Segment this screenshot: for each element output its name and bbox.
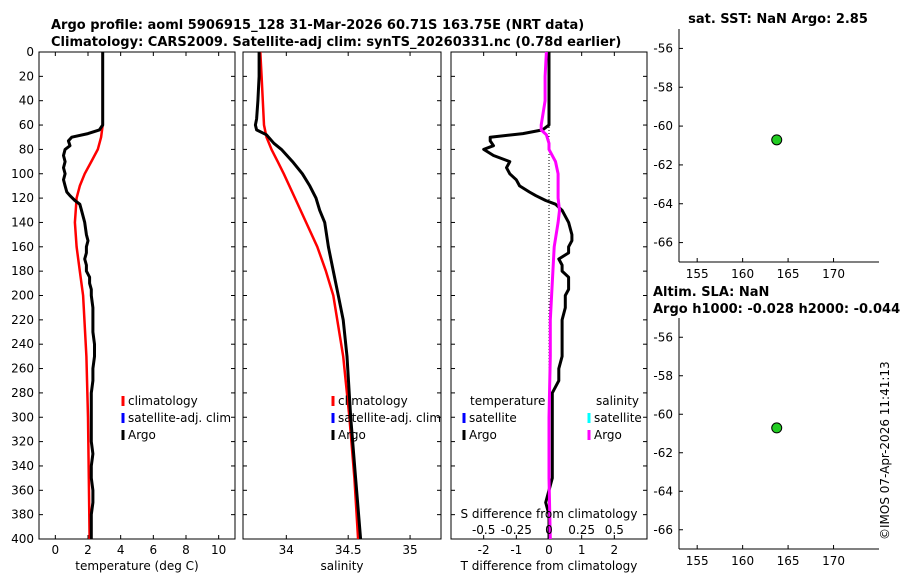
p-temp-ytick-label: 80 — [19, 142, 34, 156]
figure-title-line1: Argo profile: aoml 5906915_128 31-Mar-20… — [51, 18, 584, 33]
salinity-difference-tick-label: 0.5 — [605, 523, 624, 537]
p-sla-ytick-label: -66 — [653, 523, 673, 537]
difference-legend-temperature-heading: temperature — [470, 394, 545, 408]
p-diff-xtick-label: 2 — [611, 543, 619, 557]
temperature-legend-1-label: satellite-adj. clim — [128, 411, 231, 425]
salinity-difference-tick-label: 0.25 — [568, 523, 595, 537]
temperature-climatology-line — [73, 52, 104, 540]
difference-legend-temperature-satellite-label: satellite — [469, 411, 517, 425]
p-sla-xtick-label: 170 — [822, 554, 845, 568]
temperature-legend-0-label: climatology — [128, 394, 198, 408]
p-sal-xtick-label: 34.5 — [335, 543, 362, 557]
p-sst-ytick-label: -66 — [653, 236, 673, 250]
difference-legend-salinity-argo-label: Argo — [594, 428, 622, 442]
p-sla-ytick-label: -62 — [653, 446, 673, 460]
p-temp-ytick-label: 0 — [26, 45, 34, 59]
p-sla-ytick-label: -60 — [653, 407, 673, 421]
sla-map-title: Altim. SLA: NaN — [653, 285, 769, 300]
difference-top-xlabel: S difference from climatology — [461, 507, 638, 521]
p-temp-ytick-label: 360 — [11, 483, 34, 497]
salinity-legend-0-label: climatology — [338, 394, 408, 408]
p-temp-ytick-label: 280 — [11, 386, 34, 400]
p-temp-ytick-label: 20 — [19, 69, 34, 83]
sla-map-subtitle: Argo h1000: -0.028 h2000: -0.044 — [653, 302, 900, 317]
p-temp-ytick-label: 180 — [11, 264, 34, 278]
p-temp-xtick-label: 8 — [182, 543, 190, 557]
p-sal-xlabel: salinity — [320, 559, 363, 573]
salinity-panel: 34 34.5 35 salinity climatology satellite-adj… — [242, 51, 442, 573]
p-sla-xtick-label: 155 — [686, 554, 709, 568]
temperature-legend-2-label: Argo — [128, 428, 156, 442]
p-temp-ytick-label: 40 — [19, 94, 34, 108]
salinity-climatology-line — [259, 51, 360, 540]
temperature-panel: 0 2 4 6 8 10020406080100120140160180200220240… — [11, 45, 236, 573]
p-temp-ytick-label: 200 — [11, 289, 34, 303]
p-temp-ytick-label: 260 — [11, 362, 34, 376]
p-sal-xtick-label: 35 — [402, 543, 417, 557]
sst-map-panel: -56 -58 -60 -62 -64 -66 155 160 165 170 sat. SST: … — [653, 12, 879, 281]
p-temp-ytick-label: 340 — [11, 459, 34, 473]
p-temp-xtick-label: 10 — [211, 543, 226, 557]
p-temp-ytick-label: 140 — [11, 215, 34, 229]
sla-map-panel: -56 -58 -60 -62 -64 -66 155 160 165 170 Altim. SLA… — [653, 285, 900, 568]
p-sst-xtick-label: 170 — [822, 267, 845, 281]
p-sst-ytick-label: -56 — [653, 41, 673, 55]
p-diff-xtick-label: -1 — [510, 543, 522, 557]
p-sst-xtick-label: 155 — [686, 267, 709, 281]
p-sla-xtick-label: 165 — [777, 554, 800, 568]
p-temp-ytick-label: 160 — [11, 240, 34, 254]
p-temp-ytick-label: 300 — [11, 410, 34, 424]
temperature-difference-line — [482, 52, 574, 539]
salinity-difference-tick-label: 0 — [545, 523, 553, 537]
salinity-difference-tick-label: -0.5 — [472, 523, 495, 537]
salinity-legend-1-label: satellite-adj. clim — [338, 411, 441, 425]
p-temp-ytick-label: 120 — [11, 191, 34, 205]
figure-title-line2: Climatology: CARS2009. Satellite-adj cli… — [51, 35, 621, 50]
p-sst-ytick-label: -64 — [653, 197, 673, 211]
p-temp-ytick-label: 380 — [11, 508, 34, 522]
p-sst-xtick-label: 160 — [731, 267, 754, 281]
p-diff-xtick-label: 0 — [545, 543, 553, 557]
p-diff-xlabel: T difference from climatology — [460, 559, 638, 573]
p-temp-xtick-label: 0 — [52, 543, 60, 557]
p-sla-ytick-label: -56 — [653, 330, 673, 344]
p-sst-xtick-label: 165 — [777, 267, 800, 281]
p-sla-ytick-label: -64 — [653, 484, 673, 498]
p-temp-xtick-label: 2 — [84, 543, 92, 557]
p-temp-ytick-label: 220 — [11, 313, 34, 327]
difference-legend-salinity-satellite-label: satellite — [594, 411, 642, 425]
p-temp-ytick-label: 400 — [11, 532, 34, 546]
p-sal-axes-box — [242, 51, 442, 540]
difference-panel: -2 -1 0 1 2 T difference from climatology S di… — [450, 51, 648, 573]
p-sst-ytick-label: -60 — [653, 119, 673, 133]
salinity-legend-2-label: Argo — [338, 428, 366, 442]
p-diff-xtick-label: 1 — [578, 543, 586, 557]
p-temp-xlabel: temperature (deg C) — [75, 559, 198, 573]
p-diff-xtick-label: -2 — [478, 543, 490, 557]
temperature-argo-line — [62, 52, 105, 539]
salinity-difference-tick-label: -0.25 — [501, 523, 532, 537]
salinity-difference-line — [539, 51, 561, 540]
p-sal-xtick-label: 34 — [279, 543, 294, 557]
p-temp-ytick-label: 320 — [11, 435, 34, 449]
sst-map-title: sat. SST: NaN Argo: 2.85 — [688, 12, 868, 27]
salinity-argo-line — [253, 52, 363, 540]
p-sst-ytick-label: -58 — [653, 80, 673, 94]
p-sla-argo-position-marker — [771, 422, 783, 434]
p-sst-argo-position-marker — [771, 134, 783, 146]
p-temp-ytick-label: 240 — [11, 337, 34, 351]
p-temp-xtick-label: 6 — [150, 543, 158, 557]
p-temp-ytick-label: 60 — [19, 118, 34, 132]
p-sst-ytick-label: -62 — [653, 158, 673, 172]
copyright-stamp: ©IMOS 07-Apr-2026 11:41:13 — [878, 361, 892, 540]
p-temp-axes-box — [38, 51, 236, 540]
p-temp-ytick-label: 100 — [11, 167, 34, 181]
difference-legend-temperature-argo-label: Argo — [469, 428, 497, 442]
p-temp-xtick-label: 4 — [117, 543, 125, 557]
p-sla-xtick-label: 160 — [731, 554, 754, 568]
difference-legend-salinity-heading: salinity — [596, 394, 639, 408]
p-sla-ytick-label: -58 — [653, 369, 673, 383]
